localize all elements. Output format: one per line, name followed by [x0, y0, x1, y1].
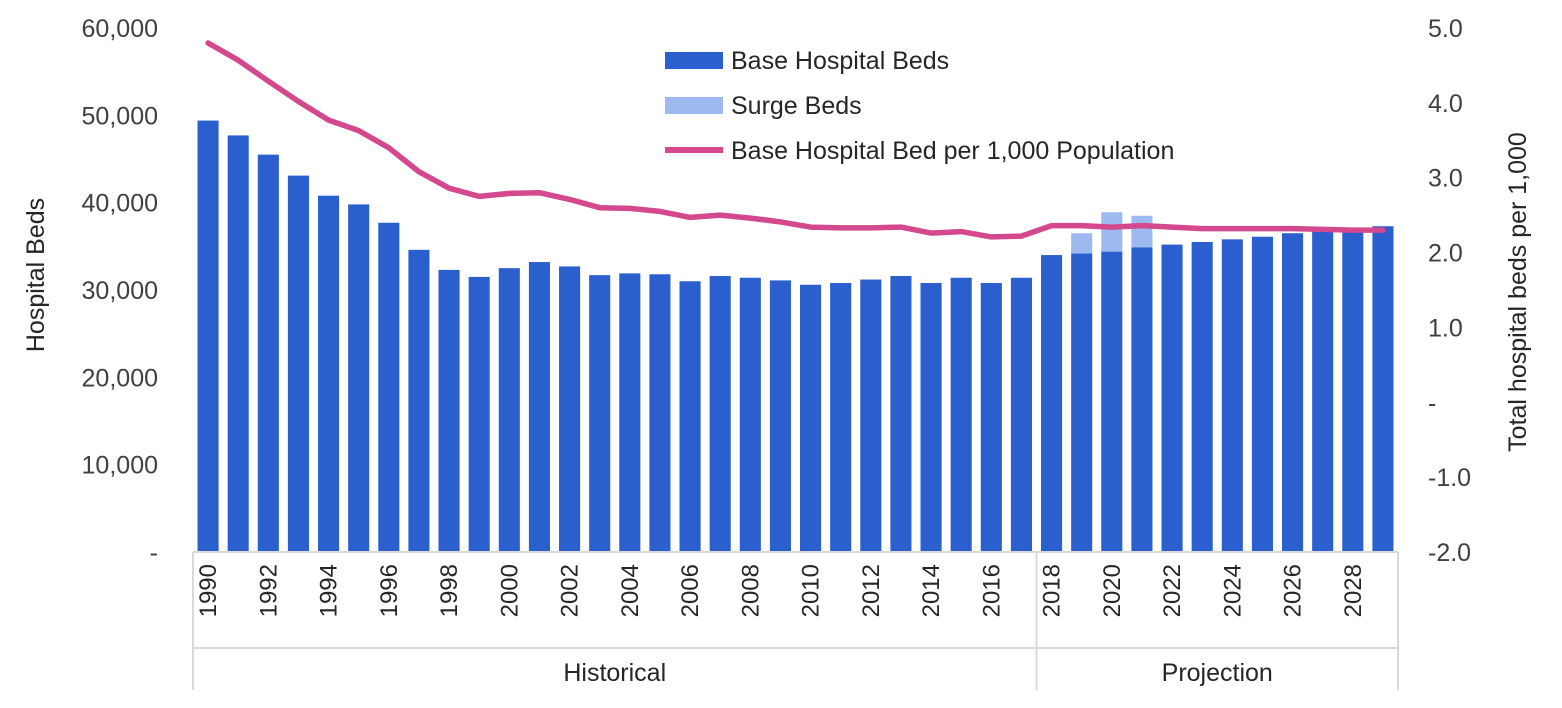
x-tick-label: 2026	[1280, 564, 1307, 617]
bar-base-beds	[619, 273, 641, 552]
legend-swatch-surge-beds	[665, 97, 723, 114]
bar-base-beds	[498, 268, 520, 552]
y-tick-label: 10,000	[82, 452, 158, 480]
bar-base-beds	[559, 266, 581, 552]
bar-base-beds	[1131, 247, 1153, 552]
legend: Base Hospital Beds Surge Beds Base Hospi…	[665, 47, 1174, 165]
legend-label-base-beds: Base Hospital Beds	[731, 47, 949, 75]
bar-base-beds	[860, 279, 882, 552]
line-beds-per-1000	[205, 40, 1386, 240]
x-tick-label: 1990	[195, 564, 222, 617]
bar-base-beds	[1312, 231, 1334, 552]
bar-base-beds	[920, 283, 942, 552]
x-tick-label: 2022	[1159, 564, 1186, 617]
x-tick-label: 1998	[436, 564, 463, 617]
x-tick-label: 2006	[677, 564, 704, 617]
x-tick-label: 2000	[496, 564, 523, 617]
y2-axis-title: Total hospital beds per 1,000	[1504, 132, 1532, 452]
x-tick-label: 2020	[1099, 564, 1126, 617]
bar-base-beds	[739, 277, 761, 552]
bar-base-beds	[1041, 255, 1063, 553]
x-axis: Historical Projection 1990 1992 1994 1996 1998…	[192, 551, 1399, 690]
y2-tick-label: -2.0	[1428, 539, 1471, 567]
bar-base-beds	[1010, 277, 1032, 552]
bar-base-beds	[1251, 236, 1273, 552]
x-tick-label: 2010	[798, 564, 825, 617]
y-tick-label: 20,000	[82, 364, 158, 392]
bar-base-beds	[649, 274, 671, 552]
y-tick-label: 40,000	[82, 190, 158, 218]
x-group-label: Projection	[1162, 659, 1273, 687]
x-tick-label: 2018	[1039, 564, 1066, 617]
bar-base-beds	[1372, 226, 1394, 552]
x-tick-label: 2004	[617, 564, 644, 617]
y-tick-label: 60,000	[82, 15, 158, 43]
bar-base-beds	[950, 277, 972, 552]
legend-label-surge-beds: Surge Beds	[731, 92, 862, 120]
bar-base-beds	[890, 276, 912, 552]
bar-surge-beds	[1131, 215, 1153, 248]
bar-base-beds	[318, 195, 340, 552]
bar-base-beds	[1071, 253, 1093, 552]
y2-tick-label: 2.0	[1428, 240, 1463, 268]
bar-base-beds	[197, 120, 219, 552]
y2-axis: -2.0-1.0-1.02.03.04.05.0	[1428, 15, 1471, 567]
y2-tick-label: -1.0	[1428, 464, 1471, 492]
bar-base-beds	[348, 204, 370, 552]
bar-base-beds	[1282, 233, 1304, 552]
bar-base-beds	[438, 269, 460, 552]
bar-base-beds	[769, 280, 791, 552]
bar-base-beds	[1101, 251, 1123, 552]
x-tick-label: 1992	[255, 564, 282, 617]
bar-base-beds	[378, 222, 400, 552]
y2-tick-label: 5.0	[1428, 15, 1463, 43]
x-tick-label: 2012	[858, 564, 885, 617]
y2-tick-label: 4.0	[1428, 90, 1463, 118]
y-tick-label: 50,000	[82, 102, 158, 130]
x-tick-label: 2016	[978, 564, 1005, 617]
x-tick-label: 1996	[376, 564, 403, 617]
bar-base-beds	[408, 249, 430, 552]
x-tick-label: 2024	[1219, 564, 1246, 617]
bar-base-beds	[679, 281, 701, 552]
x-tick-label: 1994	[316, 564, 343, 617]
x-group-label: Historical	[563, 659, 666, 687]
y-tick-label: 30,000	[82, 277, 158, 305]
line-series	[205, 40, 1386, 240]
y-axis: - 10,000 20,000 30,000 40,000 50,000 60,000	[82, 15, 158, 567]
bar-base-beds	[800, 284, 822, 552]
bar-base-beds	[1191, 241, 1213, 552]
bar-base-beds	[980, 283, 1002, 552]
bar-base-beds	[1161, 244, 1183, 552]
bar-base-beds	[830, 283, 852, 552]
bar-series	[197, 120, 1394, 553]
legend-label-beds-per-1000: Base Hospital Bed per 1,000 Population	[731, 137, 1174, 165]
y2-tick-label: 3.0	[1428, 165, 1463, 193]
bar-base-beds	[709, 276, 731, 552]
y2-tick-label: -	[1428, 389, 1436, 417]
bar-base-beds	[1342, 229, 1364, 553]
bar-surge-beds	[1101, 212, 1123, 252]
x-tick-label: 2014	[918, 564, 945, 617]
x-tick-label: 2028	[1340, 564, 1367, 617]
y2-tick-label: 1.0	[1428, 314, 1463, 342]
bar-base-beds	[257, 154, 279, 552]
bar-base-beds	[468, 276, 490, 552]
bar-base-beds	[589, 275, 611, 552]
x-tick-label: 2008	[737, 564, 764, 617]
legend-swatch-base-beds	[665, 52, 723, 69]
y-axis-title: Hospital Beds	[22, 198, 50, 352]
y-tick-label: -	[150, 539, 158, 567]
bar-base-beds	[1221, 239, 1243, 552]
bar-surge-beds	[1071, 233, 1093, 254]
bar-base-beds	[227, 135, 249, 553]
x-tick-label: 2002	[557, 564, 584, 617]
bar-base-beds	[287, 175, 309, 553]
bar-base-beds	[528, 262, 550, 552]
